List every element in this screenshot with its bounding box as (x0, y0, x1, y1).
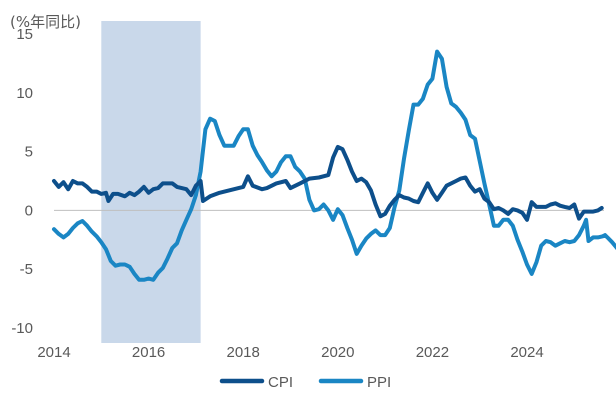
y-tick-label: 15 (16, 26, 33, 43)
y-unit-label: (%年同比) (10, 13, 81, 31)
series-line-cpi (52, 144, 604, 222)
series-layer (52, 49, 616, 282)
y-tick-label: -10 (11, 320, 33, 337)
x-tick-label: 2016 (132, 344, 165, 361)
x-tick-label: 2018 (227, 344, 260, 361)
x-tick-label: 2014 (37, 344, 70, 361)
y-tick-label: 10 (16, 85, 33, 102)
legend-label-cpi: CPI (268, 374, 293, 391)
series-line-ppi (52, 49, 616, 282)
x-tick-label: 2020 (321, 344, 354, 361)
y-tick-label: 0 (25, 202, 33, 219)
y-tick-label: 5 (25, 144, 33, 161)
shaded-period (101, 21, 201, 343)
y-tick-label: -5 (20, 261, 33, 278)
legend: CPI PPI (219, 374, 391, 391)
x-tick-label: 2022 (416, 344, 449, 361)
legend-label-ppi: PPI (367, 374, 391, 391)
x-tick-layer: 2014 2016 2018 2020 2022 2024 (37, 344, 543, 361)
shaded-period-layer (101, 21, 201, 343)
x-tick-label: 2024 (510, 344, 543, 361)
y-tick-layer: 15 10 5 0 -5 -10 (11, 26, 33, 337)
